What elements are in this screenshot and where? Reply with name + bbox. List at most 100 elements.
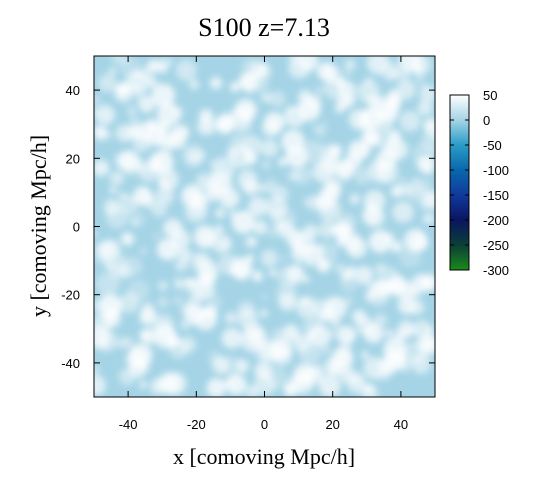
colorbar-ticks: 50 0 -50 -100 -150 -200 -250 -300 <box>450 88 509 278</box>
field-patch <box>315 192 335 212</box>
field-patch <box>182 144 205 167</box>
field-patch <box>138 95 156 113</box>
field-patch <box>344 70 351 77</box>
field-patch <box>181 304 193 316</box>
field-patch <box>364 76 375 87</box>
field-patch <box>126 128 140 141</box>
field-patch <box>278 157 288 167</box>
field-patch <box>109 170 125 186</box>
field-patch <box>261 294 268 301</box>
field-patch <box>354 266 373 285</box>
field-patch <box>339 273 359 293</box>
field-patch <box>339 367 356 385</box>
field-patch <box>419 85 435 103</box>
field-patch <box>397 296 416 315</box>
field-patch <box>391 242 401 252</box>
colorbar-tick-label: -50 <box>483 138 502 153</box>
field-patch <box>166 57 174 65</box>
field-patch <box>151 83 176 108</box>
y-tick-label: 40 <box>66 83 80 98</box>
colorbar-tick-label: -300 <box>483 263 509 278</box>
field-patch <box>157 168 179 191</box>
colorbar-scale <box>449 94 470 271</box>
field-patch <box>239 262 246 269</box>
field-patch <box>179 336 197 353</box>
field-patch <box>329 365 341 377</box>
field-patch <box>218 253 240 275</box>
field-patch <box>94 313 112 334</box>
field-patch <box>187 278 208 299</box>
field-patch <box>94 246 109 262</box>
field-patch <box>268 268 277 277</box>
field-patch <box>120 57 142 80</box>
field-patch <box>193 225 217 249</box>
field-patch <box>285 264 305 284</box>
field-patch <box>218 238 231 251</box>
y-tick-label: 0 <box>73 220 80 235</box>
field-patch <box>334 262 346 274</box>
field-patch <box>319 308 333 322</box>
field-patch <box>288 56 302 64</box>
colorbar-tick-label: -150 <box>483 188 509 203</box>
field-patch <box>260 249 279 268</box>
field-patch <box>272 185 289 203</box>
field-patch <box>248 196 268 217</box>
field-patch <box>139 247 148 255</box>
field-patch <box>237 308 258 329</box>
field-patch <box>321 153 340 173</box>
y-axis: -40 -20 0 20 40 <box>61 83 435 371</box>
field-patch <box>105 205 129 229</box>
field-patch <box>94 230 98 238</box>
field-patch <box>422 214 432 225</box>
field-patch <box>157 280 169 292</box>
chart-title: S100 z=7.13 <box>198 13 330 42</box>
y-tick-label: -40 <box>61 356 80 371</box>
field-patch <box>123 256 143 276</box>
field-patch <box>297 89 313 105</box>
field-patch <box>157 296 169 309</box>
field-patch <box>209 76 223 90</box>
field-patch <box>175 59 197 81</box>
field-patch <box>417 100 433 116</box>
field-patch <box>209 172 233 196</box>
field-patch <box>172 295 184 307</box>
field-patch <box>312 123 322 133</box>
field-patch <box>139 380 147 389</box>
field-patch <box>258 340 282 363</box>
field-patch <box>318 221 336 239</box>
x-tick-label: -20 <box>187 417 206 432</box>
field-patch <box>399 110 421 132</box>
field-patch <box>356 316 375 336</box>
field-patch <box>413 330 421 338</box>
field-patch <box>98 294 123 319</box>
field-patch <box>354 167 371 185</box>
field-patch <box>282 324 300 342</box>
field-patch <box>158 372 181 395</box>
field-patch <box>349 193 360 205</box>
field-patch <box>421 83 428 90</box>
field-patch <box>254 77 269 93</box>
field-patch <box>321 345 331 355</box>
field-patch <box>184 200 208 223</box>
field-patch <box>95 330 118 352</box>
field-patch <box>291 371 314 394</box>
field-patch <box>94 109 100 117</box>
field-patch <box>392 201 414 223</box>
field-patch <box>121 156 143 177</box>
field-patch <box>284 105 307 128</box>
field-patch <box>94 94 101 108</box>
field-patch <box>96 272 120 296</box>
field-patch <box>94 125 109 141</box>
field-patch <box>214 208 226 219</box>
field-patch <box>276 284 298 305</box>
field-patch <box>108 67 117 75</box>
field-patch <box>394 330 407 343</box>
field-patch <box>385 232 395 242</box>
colorbar-tick-label: -200 <box>483 213 509 228</box>
field-patch <box>153 313 174 334</box>
field-patch <box>348 332 356 340</box>
field-patch <box>116 337 128 349</box>
field-patch <box>391 353 404 366</box>
field-patch <box>411 354 432 374</box>
y-tick-label: -20 <box>61 288 80 303</box>
